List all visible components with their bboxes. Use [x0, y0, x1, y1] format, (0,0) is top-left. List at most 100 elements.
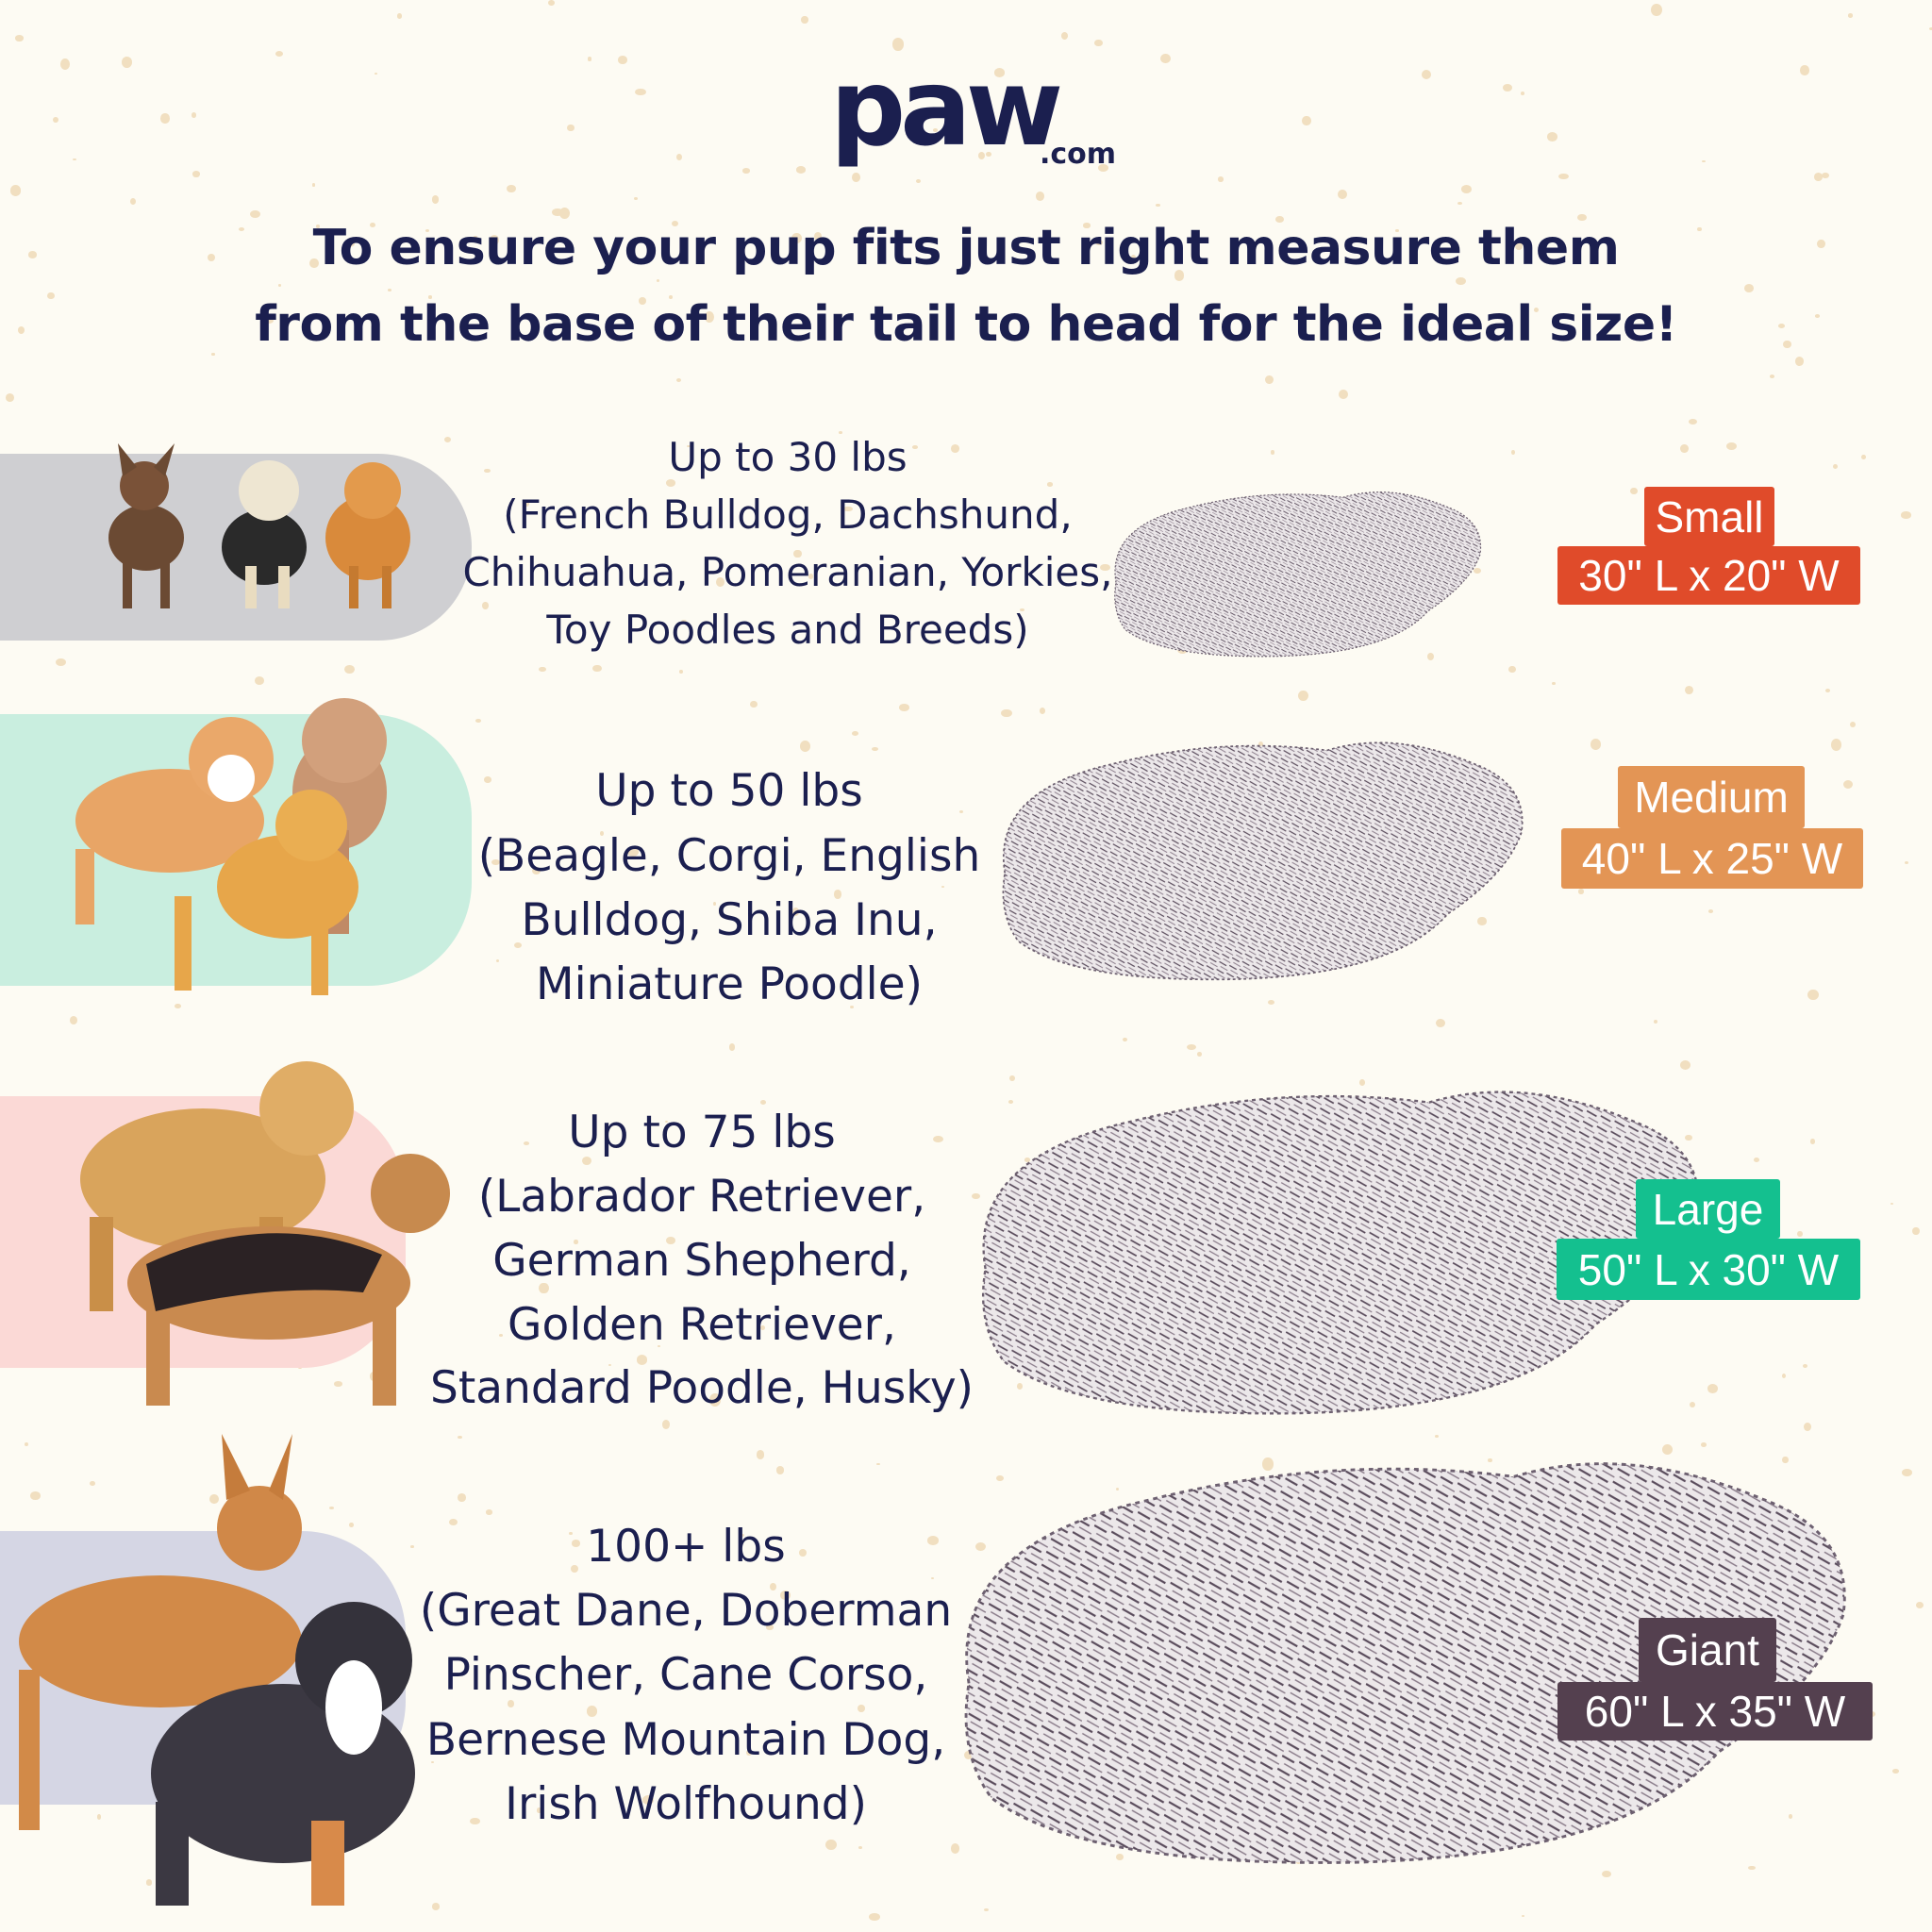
speckle: [1782, 1373, 1787, 1378]
speckle: [581, 1156, 591, 1165]
speckle: [484, 776, 491, 784]
breeds-small-2: Chihuahua, Pomeranian, Yorkies,: [462, 549, 1113, 595]
speckle: [1267, 999, 1274, 1005]
speckle: [586, 1706, 598, 1717]
speckle: [1591, 738, 1602, 750]
speckle: [1421, 70, 1431, 80]
speckle: [1831, 738, 1842, 751]
speckle: [160, 113, 170, 124]
speckle: [449, 1519, 458, 1526]
breeds-medium-1: (Beagle, Corgi, English: [477, 830, 981, 882]
speckle: [852, 173, 860, 183]
speckle: [993, 68, 1006, 77]
speckle: [759, 1100, 766, 1106]
speckle: [892, 38, 904, 51]
speckle: [592, 664, 603, 673]
speckle: [716, 576, 724, 587]
speckle: [587, 57, 592, 61]
speckle: [679, 670, 683, 675]
speckle: [72, 158, 77, 161]
speckle: [1782, 1456, 1789, 1464]
speckle: [916, 178, 922, 184]
speckle: [765, 1624, 774, 1630]
speckle: [329, 1507, 334, 1509]
speckle: [499, 1334, 504, 1338]
speckle: [1753, 1158, 1759, 1162]
speckle: [1891, 1769, 1899, 1774]
speckle: [1521, 1915, 1524, 1918]
speckle: [808, 574, 813, 579]
speckle: [1679, 1059, 1691, 1071]
speckle: [851, 730, 859, 736]
speckle: [1008, 1100, 1014, 1104]
speckle: [1196, 1052, 1203, 1058]
speckle: [950, 443, 960, 454]
speckle: [814, 232, 823, 242]
speckle: [1685, 1135, 1692, 1141]
speckle: [1842, 779, 1854, 790]
speckle: [1130, 255, 1137, 260]
speckle: [1800, 65, 1809, 75]
speckle: [666, 1237, 675, 1245]
speckle: [1061, 32, 1069, 40]
speckle: [18, 326, 25, 335]
speckle: [571, 1540, 580, 1547]
speckle: [978, 151, 986, 159]
speckle: [1457, 201, 1463, 206]
speckle: [1577, 214, 1587, 222]
speckle: [574, 1240, 578, 1244]
speckle: [1533, 307, 1539, 312]
speckle: [1743, 283, 1755, 292]
speckle: [342, 240, 355, 247]
speckle: [1455, 276, 1466, 285]
speckle: [1900, 511, 1912, 519]
speckle: [1651, 3, 1662, 16]
speckle: [1257, 741, 1263, 748]
speckle: [975, 1542, 987, 1552]
speckle: [369, 223, 375, 228]
speckle: [30, 1491, 41, 1501]
size-dimensions-large: 50" L x 30" W: [1557, 1239, 1860, 1300]
speckle: [1019, 608, 1024, 611]
speckle: [608, 1363, 611, 1367]
speckle: [1123, 1038, 1127, 1042]
speckle: [798, 1548, 807, 1557]
size-name-giant: Giant: [1639, 1618, 1776, 1682]
speckle: [1338, 189, 1348, 200]
speckle: [56, 658, 67, 666]
speckle: [1160, 54, 1171, 64]
speckle: [1488, 1457, 1492, 1463]
speckle: [1434, 1435, 1439, 1439]
speckle: [1803, 1364, 1808, 1369]
speckle: [457, 1435, 463, 1440]
speckle: [912, 445, 918, 449]
speckle: [428, 295, 432, 299]
size-name-small: Small: [1644, 487, 1774, 546]
speckle: [349, 1522, 354, 1527]
speckle: [1477, 917, 1487, 925]
speckle: [927, 1536, 939, 1545]
breeds-large-2: German Shepherd,: [492, 1235, 911, 1287]
speckle: [333, 1381, 343, 1388]
breeds-giant-3: Bernese Mountain Dog,: [425, 1714, 946, 1766]
weight-giant: 100+ lbs: [586, 1521, 786, 1573]
speckle: [1508, 666, 1516, 674]
speckle: [569, 1531, 574, 1536]
speckle: [1810, 1139, 1816, 1144]
speckle: [1915, 1601, 1924, 1609]
speckle: [931, 1577, 935, 1580]
speckle: [1822, 173, 1830, 179]
speckle: [1095, 239, 1104, 246]
speckle: [963, 1751, 973, 1760]
speckle: [1156, 204, 1160, 207]
breeds-large-3: Golden Retriever,: [508, 1299, 896, 1351]
speckle: [1902, 1469, 1912, 1476]
speckle: [1783, 340, 1791, 349]
speckle: [1502, 83, 1513, 92]
speckle: [657, 1345, 660, 1348]
speckle: [869, 1912, 880, 1921]
speckle: [69, 1015, 77, 1024]
speckle: [443, 436, 452, 442]
speckle: [175, 1004, 181, 1008]
heading-line-2: from the base of their tail to head for …: [255, 296, 1677, 353]
